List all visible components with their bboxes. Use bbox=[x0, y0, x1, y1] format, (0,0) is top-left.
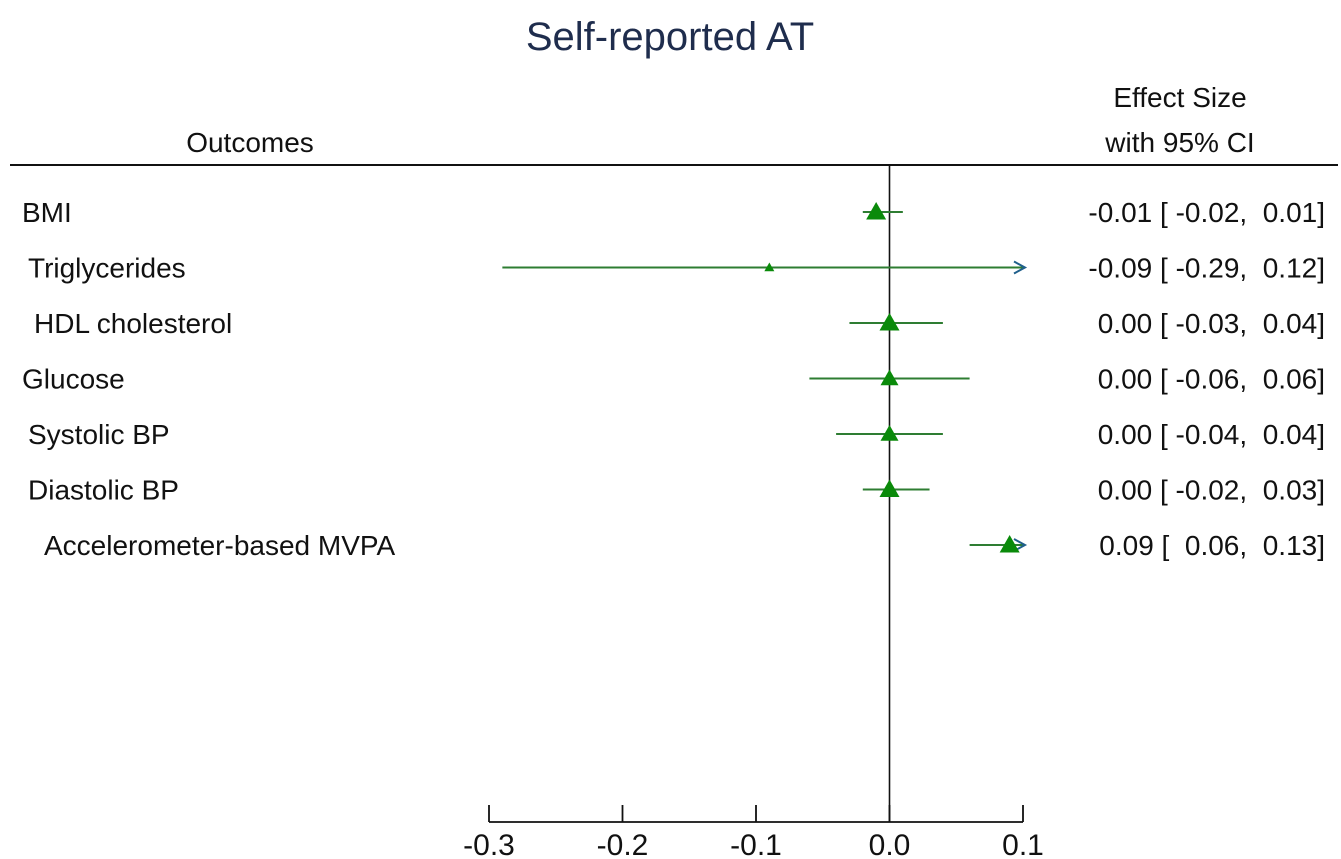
outcome-label: Glucose bbox=[22, 364, 125, 395]
point-estimate-marker bbox=[999, 535, 1020, 553]
x-tick-label: -0.1 bbox=[730, 829, 782, 859]
outcome-label: BMI bbox=[22, 197, 72, 228]
x-tick-label: -0.2 bbox=[597, 829, 649, 859]
point-estimate-marker bbox=[879, 479, 900, 497]
ci-header: with 95% CI bbox=[1104, 127, 1254, 158]
forest-rows: BMI -0.01 [ -0.02, 0.01] Triglycerides -0.0… bbox=[22, 197, 1325, 561]
effect-size-value: 0.00 [ -0.03, 0.04] bbox=[1098, 308, 1325, 339]
x-axis-ticks: -0.3 -0.2 -0.1 0.0 0.1 bbox=[463, 805, 1044, 859]
ci-arrow bbox=[1013, 260, 1028, 275]
point-estimate-marker bbox=[880, 369, 899, 386]
point-estimate-marker bbox=[879, 313, 900, 331]
effect-size-value: 0.00 [ -0.06, 0.06] bbox=[1098, 364, 1325, 395]
effect-size-value: 0.00 [ -0.02, 0.03] bbox=[1098, 475, 1325, 506]
effect-size-value: -0.09 [ -0.29, 0.12] bbox=[1088, 253, 1325, 284]
effect-size-value: 0.09 [ 0.06, 0.13] bbox=[1099, 530, 1325, 561]
x-tick-label: -0.3 bbox=[463, 829, 515, 859]
effect-size-value: 0.00 [ -0.04, 0.04] bbox=[1098, 419, 1325, 450]
effect-size-header: Effect Size bbox=[1113, 82, 1246, 113]
chart-title: Self-reported AT bbox=[526, 15, 814, 59]
effect-size-value: -0.01 [ -0.02, 0.01] bbox=[1088, 197, 1325, 228]
outcome-label: Triglycerides bbox=[28, 253, 186, 284]
x-tick-label: 0.0 bbox=[869, 829, 911, 859]
outcome-label: Systolic BP bbox=[28, 419, 170, 450]
point-estimate-marker bbox=[764, 262, 775, 272]
ci-arrow bbox=[1013, 538, 1028, 552]
point-estimate-marker bbox=[866, 202, 887, 220]
outcome-label: HDL cholesterol bbox=[34, 308, 232, 339]
outcome-label: Accelerometer-based MVPA bbox=[44, 530, 396, 561]
x-tick-label: 0.1 bbox=[1002, 829, 1044, 859]
outcomes-header: Outcomes bbox=[186, 127, 314, 158]
point-estimate-marker bbox=[880, 425, 899, 441]
outcome-label: Diastolic BP bbox=[28, 475, 179, 506]
